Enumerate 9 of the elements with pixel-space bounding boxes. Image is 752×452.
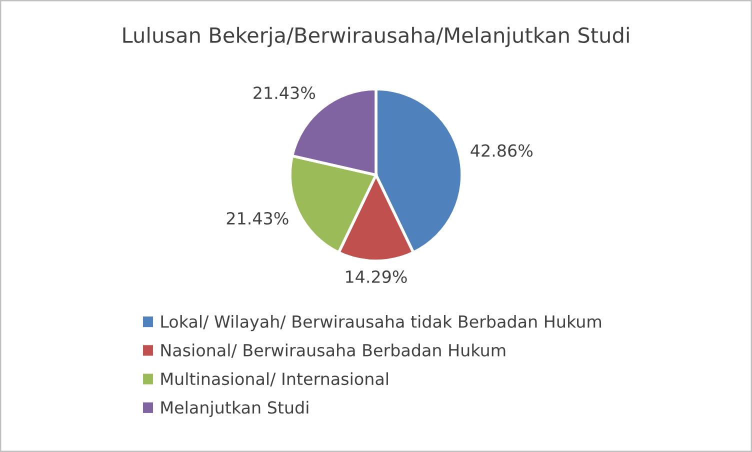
legend-label: Nasional/ Berwirausaha Berbadan Hukum: [161, 344, 506, 358]
legend-label: Multinasional/ Internasional: [161, 372, 388, 386]
data-label: 14.29%: [346, 270, 407, 284]
chart-title: Lulusan Bekerja/Berwirausaha/Melanjutkan Studi: [123, 26, 629, 48]
data-label: 21.43%: [226, 212, 288, 225]
data-label: 42.86%: [470, 144, 533, 157]
data-label: 21.43%: [254, 86, 316, 100]
legend-label: Lokal/ Wilayah/ Berwirausaha tidak Berbadan Hukum: [161, 315, 602, 332]
legend-label: Melanjutkan Studi: [161, 400, 308, 418]
